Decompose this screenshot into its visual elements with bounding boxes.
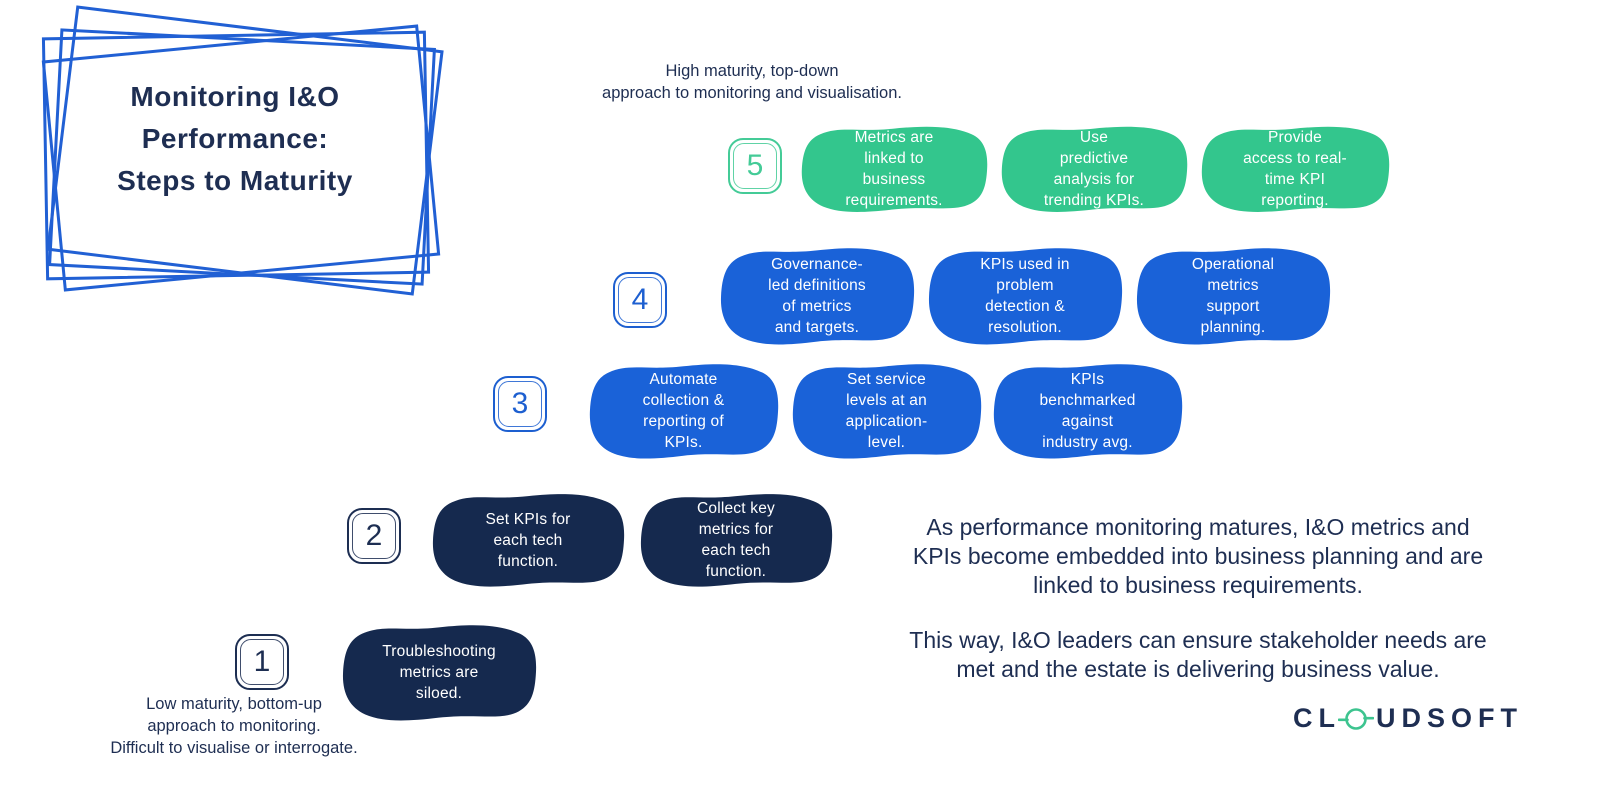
- blob-text: Set service levels at an application- le…: [845, 371, 928, 451]
- caption-low-maturity: Low maturity, bottom-up approach to moni…: [110, 695, 358, 757]
- step-number: 1: [253, 645, 271, 678]
- step-4-blob-1: Governance- led definitions of metrics a…: [716, 243, 918, 349]
- blob-text: Automate collection & reporting of KPIs.: [642, 371, 725, 451]
- blob-shape-icon: [801, 126, 988, 212]
- step-2-number-box: 2: [347, 508, 401, 564]
- summary-paragraph-2: This way, I&O leaders can ensure stakeho…: [909, 627, 1487, 682]
- blob-text: KPIs benchmarked against industry avg.: [1039, 371, 1136, 451]
- cloudsoft-o-icon: [1337, 705, 1375, 733]
- cloudsoft-logo: CL UDSOFT: [1293, 703, 1523, 734]
- blob-shape-icon: [640, 494, 833, 587]
- step-3-blob-2: Set service levels at an application- le…: [788, 359, 985, 463]
- step-number: 4: [631, 283, 649, 316]
- step-number: 3: [511, 387, 529, 420]
- blob-text: KPIs used in problem detection & resolut…: [980, 256, 1070, 336]
- blob-shape-icon: [928, 248, 1123, 345]
- blob-text: Governance- led definitions of metrics a…: [768, 256, 866, 336]
- step-number: 2: [365, 519, 383, 552]
- logo-text-udsoft: UDSOFT: [1376, 703, 1523, 733]
- step-5-blob-3: Provide access to real- time KPI reporti…: [1197, 122, 1393, 216]
- step-5-blob-2: Use predictive analysis for trending KPI…: [997, 122, 1191, 216]
- blob-text: Set KPIs for each tech function.: [485, 510, 571, 570]
- logo-text-cl: CL: [1293, 703, 1341, 733]
- blob-text: Provide access to real- time KPI reporti…: [1243, 129, 1347, 209]
- step-5-blob-1: Metrics are linked to business requireme…: [797, 122, 991, 216]
- blob-shape-icon: [792, 364, 982, 459]
- blob-shape-icon: [1001, 126, 1188, 212]
- step-3-number-box: 3: [493, 376, 547, 432]
- blob-shape-icon: [342, 625, 537, 721]
- blob-shape-icon: [1136, 248, 1331, 345]
- blob-text: Troubleshooting metrics are siloed.: [382, 643, 496, 702]
- step-5-number-box: 5: [728, 138, 782, 194]
- blob-text: Collect key metrics for each tech functi…: [696, 500, 775, 580]
- step-1-blob-1: Troubleshooting metrics are siloed.: [338, 620, 540, 725]
- blob-shape-icon: [432, 494, 625, 587]
- step-4-blob-2: KPIs used in problem detection & resolut…: [924, 243, 1126, 349]
- step-4-blob-3: Operational metrics support planning.: [1132, 243, 1334, 349]
- blob-shape-icon: [993, 364, 1183, 459]
- page-title: Monitoring I&O Performance: Steps to Mat…: [117, 81, 353, 196]
- blob-text: Metrics are linked to business requireme…: [845, 129, 943, 209]
- summary-text: As performance monitoring matures, I&O m…: [878, 513, 1518, 684]
- blob-shape-icon: [589, 364, 779, 459]
- step-3-blob-3: KPIs benchmarked against industry avg.: [989, 359, 1186, 463]
- step-2-blob-2: Collect key metrics for each tech functi…: [636, 489, 836, 591]
- blob-text: Use predictive analysis for trending KPI…: [1043, 129, 1145, 209]
- step-2-blob-1: Set KPIs for each tech function.: [428, 489, 628, 591]
- step-number: 5: [746, 149, 764, 182]
- blob-shape-icon: [1201, 126, 1390, 212]
- blob-shape-icon: [720, 248, 915, 345]
- step-4-number-box: 4: [613, 272, 667, 328]
- step-1-number-box: 1: [235, 634, 289, 690]
- step-3-blob-1: Automate collection & reporting of KPIs.: [585, 359, 782, 463]
- blob-text: Operational metrics support planning.: [1191, 256, 1275, 336]
- summary-paragraph-1: As performance monitoring matures, I&O m…: [912, 514, 1484, 598]
- caption-high-maturity: High maturity, top-down approach to moni…: [602, 62, 902, 102]
